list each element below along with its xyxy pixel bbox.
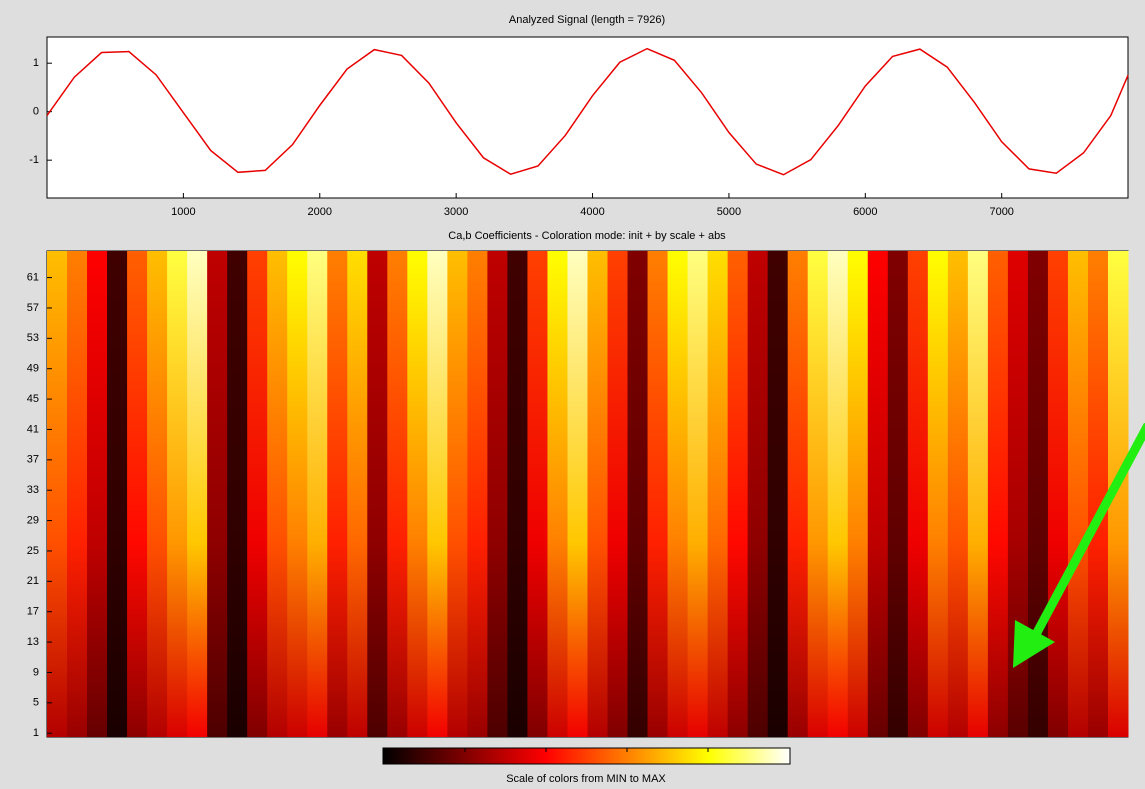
heat-column xyxy=(867,251,889,737)
heat-column xyxy=(807,251,829,737)
heat-column xyxy=(147,251,168,737)
heat-column xyxy=(1007,251,1029,737)
y-tick-label: 17 xyxy=(27,606,39,618)
y-tick-label: 1 xyxy=(33,727,39,739)
y-tick-label: 0 xyxy=(33,106,39,118)
heat-column xyxy=(647,251,669,737)
y-tick-label: 57 xyxy=(27,302,39,314)
heat-column xyxy=(1087,251,1109,737)
y-tick-label: 1 xyxy=(33,57,39,69)
heat-column xyxy=(507,251,528,737)
heat-column xyxy=(267,251,288,737)
heatmap xyxy=(47,251,1129,737)
heat-column xyxy=(107,251,128,737)
heat-column xyxy=(347,251,368,737)
y-tick-label: 53 xyxy=(27,332,39,344)
heat-column xyxy=(327,251,348,737)
heat-column xyxy=(187,251,208,737)
heat-column xyxy=(287,251,308,737)
heat-column xyxy=(227,251,248,737)
coef-title: Ca,b Coefficients - Coloration mode: ini… xyxy=(448,230,726,242)
heat-column xyxy=(947,251,969,737)
heat-column xyxy=(747,251,769,737)
heat-column xyxy=(247,251,268,737)
heat-column xyxy=(967,251,989,737)
x-tick-label: 5000 xyxy=(717,206,741,218)
colorbar-ticks xyxy=(464,748,709,752)
heat-column xyxy=(207,251,228,737)
heat-column xyxy=(707,251,729,737)
heat-column xyxy=(607,251,629,737)
heat-column xyxy=(1027,251,1049,737)
heat-column xyxy=(47,251,68,737)
heat-column xyxy=(367,251,388,737)
x-tick-label: 6000 xyxy=(853,206,877,218)
heat-column xyxy=(667,251,689,737)
x-tick-label: 2000 xyxy=(308,206,332,218)
arrow xyxy=(1013,422,1145,668)
heat-column xyxy=(387,251,408,737)
heat-column xyxy=(847,251,869,737)
x-tick-label: 1000 xyxy=(171,206,195,218)
heat-column xyxy=(687,251,709,737)
heat-column xyxy=(427,251,448,737)
heat-column xyxy=(1067,251,1089,737)
heat-column xyxy=(407,251,428,737)
x-tick-label: 4000 xyxy=(580,206,604,218)
heat-column xyxy=(467,251,488,737)
y-tick-label: 5 xyxy=(33,697,39,709)
heat-column xyxy=(887,251,909,737)
heat-column xyxy=(907,251,929,737)
heat-column xyxy=(167,251,188,737)
y-tick-label: 45 xyxy=(27,393,39,405)
y-tick-label: 21 xyxy=(27,575,39,587)
heat-column xyxy=(727,251,749,737)
heat-column xyxy=(1047,251,1069,737)
heat-column xyxy=(487,251,508,737)
signal-title: Analyzed Signal (length = 7926) xyxy=(509,14,665,26)
signal-axes xyxy=(46,36,1129,199)
heat-column xyxy=(447,251,468,737)
heat-column xyxy=(527,251,548,737)
x-tick-label: 3000 xyxy=(444,206,468,218)
y-tick-label: 25 xyxy=(27,545,39,557)
heat-column xyxy=(127,251,148,737)
y-tick-label: 33 xyxy=(27,484,39,496)
colorbar xyxy=(382,747,791,765)
y-tick-label: 29 xyxy=(27,514,39,526)
heat-column xyxy=(307,251,328,737)
y-tick-label: 49 xyxy=(27,363,39,375)
colorbar-label: Scale of colors from MIN to MAX xyxy=(506,773,666,785)
y-tick-label: 13 xyxy=(27,636,39,648)
heat-column xyxy=(987,251,1009,737)
y-tick-label: 9 xyxy=(33,666,39,678)
y-tick-label: -1 xyxy=(29,154,39,166)
heat-column xyxy=(87,251,108,737)
heat-column xyxy=(767,251,789,737)
heat-column xyxy=(67,251,88,737)
heat-column xyxy=(787,251,809,737)
heat-column xyxy=(627,251,649,737)
heat-column xyxy=(927,251,949,737)
heat-column xyxy=(587,251,609,737)
heat-column xyxy=(827,251,849,737)
heat-column xyxy=(567,251,588,737)
signal-line xyxy=(46,47,1129,176)
heat-column xyxy=(1107,251,1129,737)
y-tick-label: 41 xyxy=(27,423,39,435)
heat-column xyxy=(547,251,568,737)
y-tick-label: 37 xyxy=(27,454,39,466)
x-tick-label: 7000 xyxy=(989,206,1013,218)
y-tick-label: 61 xyxy=(27,271,39,283)
